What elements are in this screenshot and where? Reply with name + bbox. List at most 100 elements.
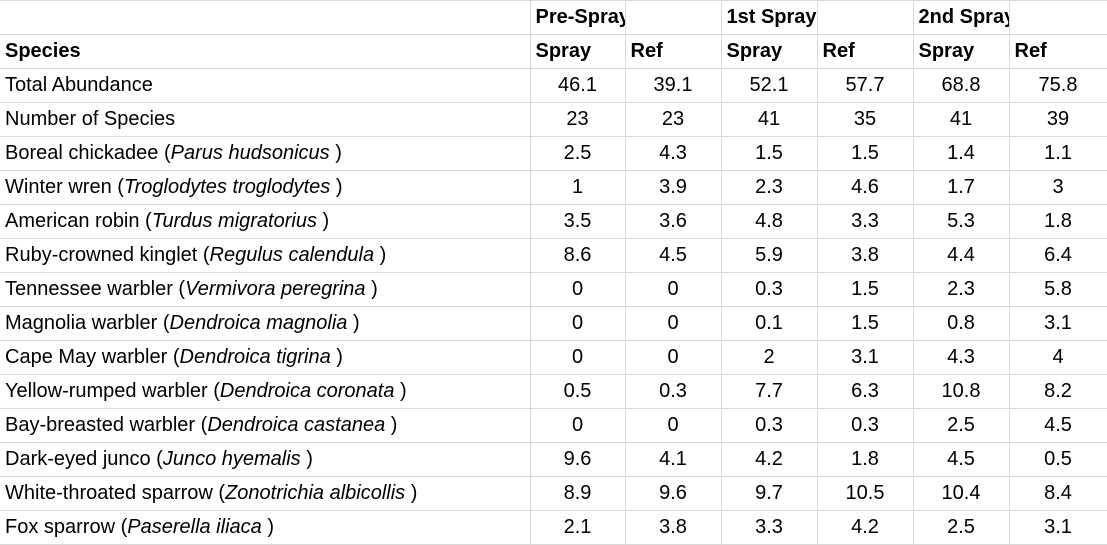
value-cell: 3.9 <box>625 170 722 205</box>
closing-paren: ) <box>329 142 342 164</box>
group-header-1st-spray: 1st Spray <box>721 0 818 35</box>
value-cell: 0 <box>530 340 626 375</box>
value-cell: 3.8 <box>817 238 914 273</box>
species-scientific-name: Dendroica magnolia <box>169 312 348 334</box>
value-cell: 0 <box>625 340 722 375</box>
value-cell: 1.5 <box>817 306 914 341</box>
value-cell: 75.8 <box>1009 68 1107 103</box>
value-cell: 4.2 <box>817 510 914 545</box>
value-cell: 0 <box>625 408 722 443</box>
value-cell: 52.1 <box>721 68 818 103</box>
value-cell: 6.3 <box>817 374 914 409</box>
value-cell: 23 <box>625 102 722 137</box>
value-cell: 0.3 <box>625 374 722 409</box>
species-scientific-name: Turdus migratorius <box>151 210 317 232</box>
value-cell: 4.5 <box>625 238 722 273</box>
value-cell: 0.1 <box>721 306 818 341</box>
species-common-name: American robin ( <box>5 210 152 232</box>
species-scientific-name: Regulus calendula <box>209 244 375 266</box>
species-name-cell: Boreal chickadee (Parus hudsonicus ) <box>0 136 531 171</box>
group-header-row: Pre-Spray 1st Spray 2nd Spray <box>0 0 1107 35</box>
table-row: Dark-eyed junco (Junco hyemalis ) 9.6 4.1 4… <box>0 442 1107 477</box>
closing-paren: ) <box>330 346 343 368</box>
value-cell: 0 <box>625 272 722 307</box>
value-cell: 1.7 <box>913 170 1010 205</box>
value-cell: 4.6 <box>817 170 914 205</box>
species-common-name: Boreal chickadee ( <box>5 142 171 164</box>
group-header-pre-spray: Pre-Spray <box>530 0 626 35</box>
value-cell: 0 <box>530 306 626 341</box>
value-cell: 4.5 <box>1009 408 1107 443</box>
table-row: Winter wren (Troglodytes troglodytes ) 1 3… <box>0 170 1107 205</box>
closing-paren: ) <box>330 176 343 198</box>
value-cell: 10.4 <box>913 476 1010 511</box>
closing-paren: ) <box>365 278 378 300</box>
value-cell: 0.5 <box>530 374 626 409</box>
value-cell: 46.1 <box>530 68 626 103</box>
table-row: Fox sparrow (Paserella iliaca ) 2.1 3.8 3.3… <box>0 510 1107 545</box>
value-cell: 8.4 <box>1009 476 1107 511</box>
species-common-name: White-throated sparrow ( <box>5 482 226 504</box>
species-name-cell: Bay-breasted warbler (Dendroica castanea… <box>0 408 531 443</box>
value-cell: 3.8 <box>625 510 722 545</box>
value-cell: 68.8 <box>913 68 1010 103</box>
species-common-name: Tennessee warbler ( <box>5 278 186 300</box>
value-cell: 39 <box>1009 102 1107 137</box>
table-row: Magnolia warbler (Dendroica magnolia ) 0 0… <box>0 306 1107 341</box>
species-name-cell: Fox sparrow (Paserella iliaca ) <box>0 510 531 545</box>
value-cell: 1.5 <box>817 136 914 171</box>
column-header-row: Species Spray Ref Spray Ref Spray Ref <box>0 34 1107 69</box>
value-cell: 3.3 <box>721 510 818 545</box>
value-cell: 3.1 <box>817 340 914 375</box>
value-cell: 3.1 <box>1009 306 1107 341</box>
value-cell: 2.5 <box>913 510 1010 545</box>
value-cell: 2.3 <box>721 170 818 205</box>
closing-paren: ) <box>385 414 398 436</box>
value-cell: 3.6 <box>625 204 722 239</box>
value-cell: 5.9 <box>721 238 818 273</box>
species-common-name: Cape May warbler ( <box>5 346 180 368</box>
value-cell: 1 <box>530 170 626 205</box>
value-cell: 1.8 <box>1009 204 1107 239</box>
value-cell: 4.4 <box>913 238 1010 273</box>
species-name-cell: Yellow-rumped warbler (Dendroica coronat… <box>0 374 531 409</box>
value-cell: 41 <box>721 102 818 137</box>
closing-paren: ) <box>347 312 360 334</box>
value-cell: 2.1 <box>530 510 626 545</box>
value-cell: 10.5 <box>817 476 914 511</box>
value-cell: 4.5 <box>913 442 1010 477</box>
value-cell: 1.5 <box>817 272 914 307</box>
sub-header-1st-spray: Spray <box>721 34 818 69</box>
species-scientific-name: Dendroica castanea <box>207 414 386 436</box>
sub-header-2nd-spray: Spray <box>913 34 1010 69</box>
species-common-name: Dark-eyed junco ( <box>5 448 163 470</box>
value-cell: 1.5 <box>721 136 818 171</box>
species-name-cell: Magnolia warbler (Dendroica magnolia ) <box>0 306 531 341</box>
species-scientific-name: Paserella iliaca <box>127 516 262 538</box>
value-cell: 2 <box>721 340 818 375</box>
value-cell: 4.1 <box>625 442 722 477</box>
species-header: Species <box>0 34 531 69</box>
empty-header-cell <box>817 0 914 35</box>
table-row: American robin (Turdus migratorius ) 3.5 3… <box>0 204 1107 239</box>
value-cell: 6.4 <box>1009 238 1107 273</box>
value-cell: 39.1 <box>625 68 722 103</box>
closing-paren: ) <box>394 380 407 402</box>
table-row: White-throated sparrow (Zonotrichia albi… <box>0 476 1107 511</box>
value-cell: 4.3 <box>625 136 722 171</box>
value-cell: 3.5 <box>530 204 626 239</box>
value-cell: 3.3 <box>817 204 914 239</box>
species-common-name: Total Abundance <box>5 74 153 96</box>
value-cell: 8.6 <box>530 238 626 273</box>
species-scientific-name: Vermivora peregrina <box>185 278 366 300</box>
value-cell: 9.6 <box>625 476 722 511</box>
value-cell: 3 <box>1009 170 1107 205</box>
empty-header-cell <box>0 0 531 35</box>
value-cell: 57.7 <box>817 68 914 103</box>
species-name-cell: Cape May warbler (Dendroica tigrina ) <box>0 340 531 375</box>
species-name-cell: American robin (Turdus migratorius ) <box>0 204 531 239</box>
value-cell: 0.5 <box>1009 442 1107 477</box>
closing-paren: ) <box>261 516 274 538</box>
species-common-name: Yellow-rumped warbler ( <box>5 380 220 402</box>
species-common-name: Ruby-crowned kinglet ( <box>5 244 210 266</box>
